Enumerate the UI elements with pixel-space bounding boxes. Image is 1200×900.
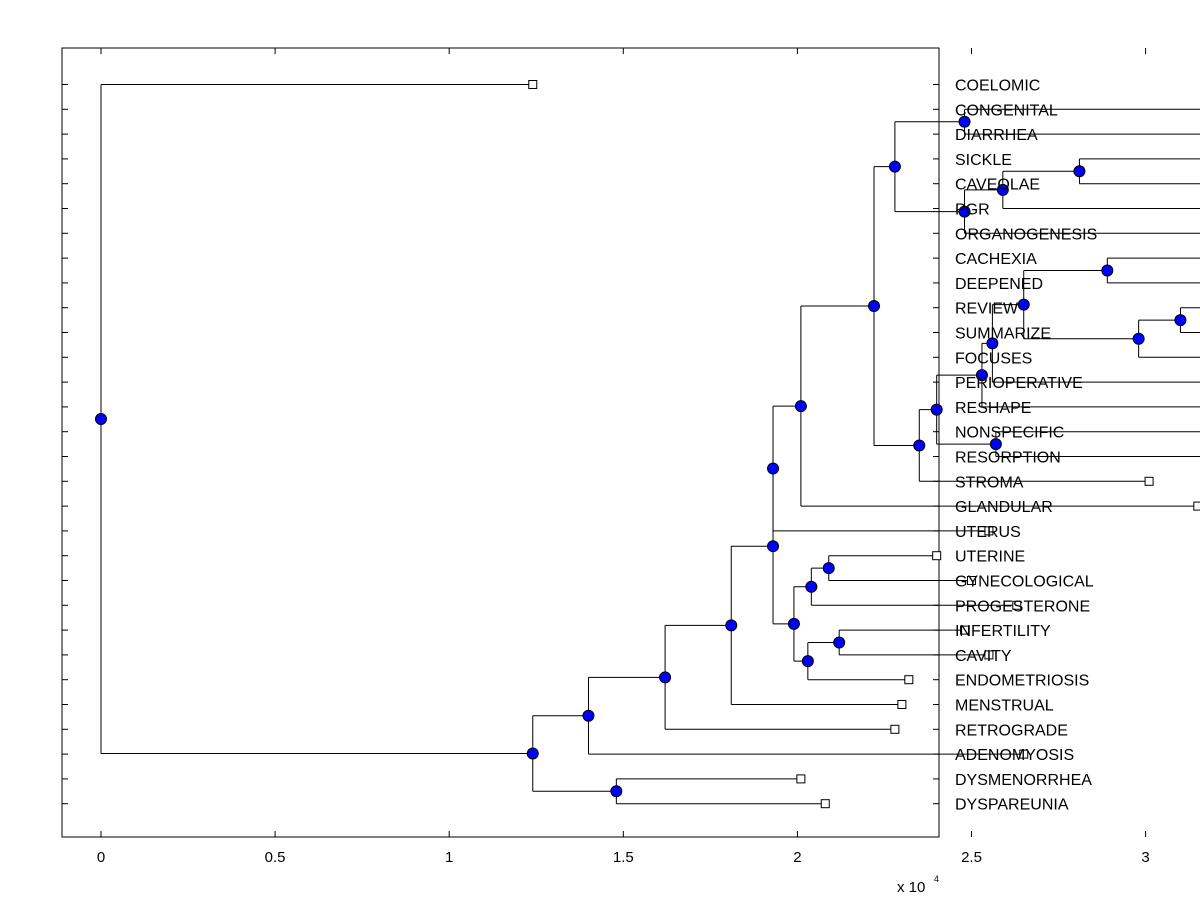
- merge-node: [975, 369, 988, 382]
- leaf-marker: [1144, 476, 1154, 486]
- leaf-marker: [1019, 749, 1029, 759]
- x-tick-label: 2: [793, 849, 801, 866]
- merge-node: [1101, 264, 1114, 277]
- leaf-marker: [967, 576, 976, 585]
- merge-node: [95, 413, 107, 426]
- merge-node: [805, 580, 818, 593]
- leaf-label: CAVITY: [955, 648, 1012, 665]
- merge-node: [725, 619, 738, 632]
- leaf-label: REVIEW: [955, 301, 1019, 318]
- merge-node: [1017, 298, 1030, 311]
- x-multiplier: x 10: [897, 879, 925, 896]
- merge-node: [767, 540, 780, 553]
- axis-ticks: [62, 48, 1147, 837]
- leaf-label: RETROGRADE: [955, 722, 1068, 739]
- merge-node: [794, 400, 807, 413]
- leaf-label: FOCUSES: [955, 350, 1032, 367]
- leaf-label: DIARRHEA: [955, 127, 1038, 144]
- leaf-label: DEEPENED: [955, 276, 1043, 293]
- leaf-marker: [820, 799, 830, 809]
- merge-node: [526, 747, 539, 760]
- merge-node: [986, 337, 999, 350]
- merge-node: [582, 709, 595, 722]
- leaf-label: RESHAPE: [955, 400, 1031, 417]
- leaf-label: ADENOMYOSIS: [955, 747, 1074, 764]
- leaf-markers: [528, 80, 1200, 809]
- merge-node: [1132, 332, 1145, 345]
- x-tick-label: 0: [97, 849, 105, 866]
- leaf-label: UTERINE: [955, 549, 1025, 566]
- leaf-label: GYNECOLOGICAL: [955, 574, 1094, 591]
- leaf-label: NONSPECIFIC: [955, 425, 1064, 442]
- merge-node: [989, 438, 1002, 451]
- leaf-label: COELOMIC: [955, 78, 1040, 95]
- leaf-label: STROMA: [955, 474, 1024, 491]
- merge-node: [610, 785, 623, 798]
- leaf-label: CONGENITAL: [955, 102, 1058, 119]
- merge-node: [801, 655, 814, 668]
- leaf-label: PROGESTERONE: [955, 598, 1090, 615]
- leaf-label: ENDOMETRIOSIS: [955, 673, 1089, 690]
- leaf-marker: [897, 700, 907, 709]
- merge-node: [833, 636, 846, 649]
- leaf-label: ORGANOGENESIS: [955, 226, 1097, 243]
- leaf-marker: [1012, 600, 1022, 610]
- leaf-labels: COELOMIC CONGENITAL DIARRHEA SICKLE CAVEOLAE…: [955, 78, 1097, 814]
- leaf-label: CAVEOLAE: [955, 177, 1040, 194]
- merge-node: [958, 115, 971, 128]
- leaf-marker: [528, 80, 538, 89]
- leaf-marker: [932, 551, 942, 561]
- merge-node: [888, 160, 901, 173]
- merge-node: [787, 617, 800, 630]
- merge-node: [913, 439, 926, 452]
- merge-node: [659, 671, 672, 684]
- leaf-label: SUMMARIZE: [955, 326, 1051, 343]
- leaf-marker: [904, 675, 914, 685]
- x-tick-label: 1.5: [613, 849, 634, 866]
- x-tick-label: 3: [1141, 849, 1149, 866]
- merge-node: [822, 562, 835, 575]
- leaf-label: MENSTRUAL: [955, 698, 1054, 715]
- merge-node: [930, 403, 943, 416]
- merge-node: [868, 300, 881, 313]
- merge-node: [996, 183, 1009, 196]
- leaf-label: DYSMENORRHEA: [955, 772, 1092, 789]
- leaf-label: SICKLE: [955, 152, 1012, 169]
- merge-node: [1073, 165, 1086, 178]
- merge-nodes: [95, 115, 1187, 798]
- leaf-label: INFERTILITY: [955, 623, 1051, 640]
- leaf-marker: [890, 724, 900, 734]
- leaf-marker: [960, 625, 970, 635]
- leaf-marker: [1193, 501, 1200, 511]
- leaf-label: PERIOPERATIVE: [955, 375, 1083, 392]
- x-multiplier-exponent: 4: [934, 874, 939, 884]
- x-tick-label: 1: [445, 849, 453, 866]
- merge-node: [1174, 314, 1187, 327]
- leaf-label: RESORPTION: [955, 450, 1061, 467]
- leaf-marker: [984, 526, 994, 536]
- leaf-label: GLANDULAR: [955, 499, 1053, 516]
- leaf-label: PGR: [955, 202, 990, 219]
- merge-node: [767, 462, 780, 475]
- merge-node: [958, 205, 971, 218]
- x-tick-labels: 00.511.522.533.544.5: [97, 849, 1150, 866]
- leaf-marker: [796, 774, 806, 784]
- plot-frame: [61, 47, 940, 838]
- leaf-marker: [984, 650, 994, 660]
- x-tick-label: 2.5: [961, 849, 982, 866]
- leaf-label: DYSPAREUNIA: [955, 797, 1069, 814]
- leaf-label: CACHEXIA: [955, 251, 1037, 268]
- leaf-label: UTERUS: [955, 524, 1021, 541]
- x-tick-label: 0.5: [265, 849, 286, 866]
